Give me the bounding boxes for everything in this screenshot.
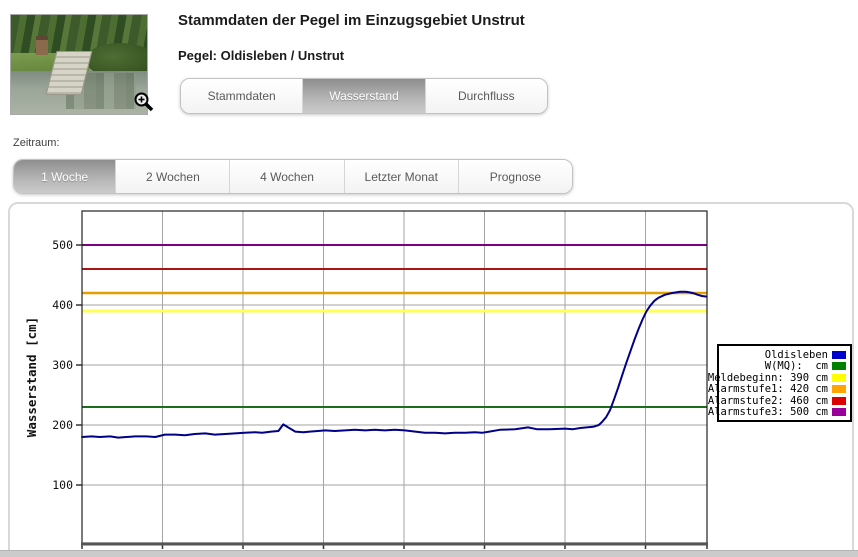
legend-swatch bbox=[832, 373, 846, 382]
legend-swatch bbox=[832, 385, 846, 394]
legend-text: Alarmstufe2: 460 cm bbox=[707, 394, 828, 407]
tab-2-wochen[interactable]: 2 Wochen bbox=[115, 160, 230, 193]
tab-prognose[interactable]: Prognose bbox=[457, 160, 572, 193]
gauge-view-tabs: Stammdaten Wasserstand Durchfluss bbox=[180, 78, 548, 114]
chart-panel bbox=[8, 202, 854, 557]
zeitraum-tabs: 1 Woche 2 Wochen 4 Wochen Letzter Monat Prog… bbox=[13, 159, 573, 194]
y-axis-title: Wasserstand [cm] bbox=[24, 317, 39, 437]
tab-1-woche[interactable]: 1 Woche bbox=[14, 160, 116, 193]
gauge-photo[interactable] bbox=[10, 14, 148, 115]
tab-durchfluss[interactable]: Durchfluss bbox=[424, 79, 547, 113]
chart-legend: Oldisleben W(MQ): cm Meldebeginn: 390 cm Al… bbox=[708, 344, 852, 422]
photo-gauge-hut bbox=[36, 36, 48, 55]
legend-swatch bbox=[832, 396, 846, 405]
zoom-magnifier-icon[interactable] bbox=[133, 91, 155, 113]
y-tick-label: 200 bbox=[52, 418, 73, 432]
tab-label: Durchfluss bbox=[457, 89, 515, 103]
legend-text: Alarmstufe1: 420 cm bbox=[707, 383, 828, 396]
tab-label: 2 Wochen bbox=[145, 169, 200, 184]
legend-row: Meldebeginn: 390 cm bbox=[708, 372, 846, 384]
legend-text: Meldebeginn: 390 cm bbox=[707, 371, 828, 384]
legend-row: Alarmstufe3: 500 cm bbox=[708, 406, 846, 418]
legend-swatch bbox=[832, 350, 846, 359]
horizontal-scrollbar[interactable] bbox=[0, 550, 858, 557]
page-title: Stammdaten der Pegel im Einzugsgebiet Un… bbox=[178, 12, 525, 29]
zeitraum-label: Zeitraum: bbox=[13, 137, 60, 149]
tab-letzter-monat[interactable]: Letzter Monat bbox=[343, 160, 458, 193]
tab-label: 1 Woche bbox=[41, 169, 89, 184]
legend-text: Oldisleben bbox=[764, 348, 828, 361]
legend-text: W(MQ): cm bbox=[764, 360, 828, 373]
plot-border bbox=[81, 210, 708, 544]
tab-label: 4 Wochen bbox=[260, 169, 314, 184]
y-tick-label: 400 bbox=[52, 298, 73, 312]
series-line-oldisleben bbox=[81, 290, 708, 439]
tab-label: Wasserstand bbox=[329, 89, 399, 103]
legend-row: Alarmstufe1: 420 cm bbox=[708, 383, 846, 395]
legend-row: W(MQ): cm bbox=[721, 360, 846, 373]
y-tick-label: 500 bbox=[52, 238, 73, 252]
tab-label: Prognose bbox=[489, 169, 542, 184]
tab-wasserstand[interactable]: Wasserstand bbox=[302, 79, 425, 113]
legend-swatch bbox=[832, 362, 846, 371]
y-tick-label: 300 bbox=[52, 358, 73, 372]
legend-text: Alarmstufe3: 500 cm bbox=[707, 406, 828, 419]
tab-stammdaten[interactable]: Stammdaten bbox=[181, 79, 303, 113]
legend-row: Alarmstufe2: 460 cm bbox=[708, 395, 846, 407]
legend-row: Oldisleben bbox=[721, 349, 846, 361]
gauge-subtitle: Pegel: Oldisleben / Unstrut bbox=[178, 48, 345, 63]
tab-label: Letzter Monat bbox=[364, 169, 438, 184]
legend-swatch bbox=[832, 408, 846, 417]
y-tick-label: 100 bbox=[52, 478, 73, 492]
tab-4-wochen[interactable]: 4 Wochen bbox=[229, 160, 344, 193]
tab-label: Stammdaten bbox=[207, 89, 276, 103]
